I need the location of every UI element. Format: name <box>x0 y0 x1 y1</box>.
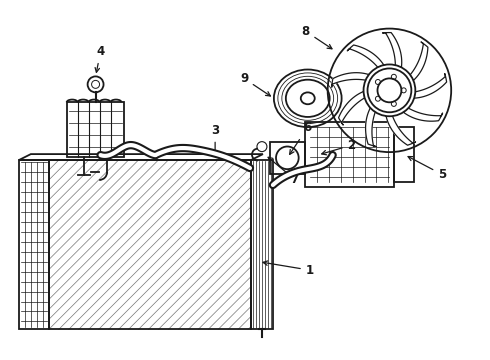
Polygon shape <box>366 108 376 147</box>
Polygon shape <box>386 116 416 145</box>
Text: 8: 8 <box>301 25 332 49</box>
Text: 7: 7 <box>268 157 299 186</box>
Bar <box>49 160 251 329</box>
Polygon shape <box>339 91 365 125</box>
Text: 4: 4 <box>95 45 105 72</box>
Bar <box>19 160 49 329</box>
Text: 1: 1 <box>263 261 314 276</box>
Polygon shape <box>403 108 442 121</box>
Polygon shape <box>410 42 428 80</box>
Bar <box>305 122 394 187</box>
Text: 6: 6 <box>290 121 311 154</box>
Polygon shape <box>332 73 369 87</box>
Polygon shape <box>347 45 384 67</box>
Text: 5: 5 <box>408 157 446 181</box>
Text: 3: 3 <box>211 124 219 156</box>
Bar <box>270 141 305 174</box>
Polygon shape <box>383 32 402 67</box>
Text: 9: 9 <box>240 72 270 96</box>
Polygon shape <box>414 73 446 98</box>
Text: 2: 2 <box>322 139 356 155</box>
Bar <box>67 102 124 157</box>
Circle shape <box>364 64 416 116</box>
Bar <box>394 127 415 182</box>
Bar <box>251 160 273 329</box>
